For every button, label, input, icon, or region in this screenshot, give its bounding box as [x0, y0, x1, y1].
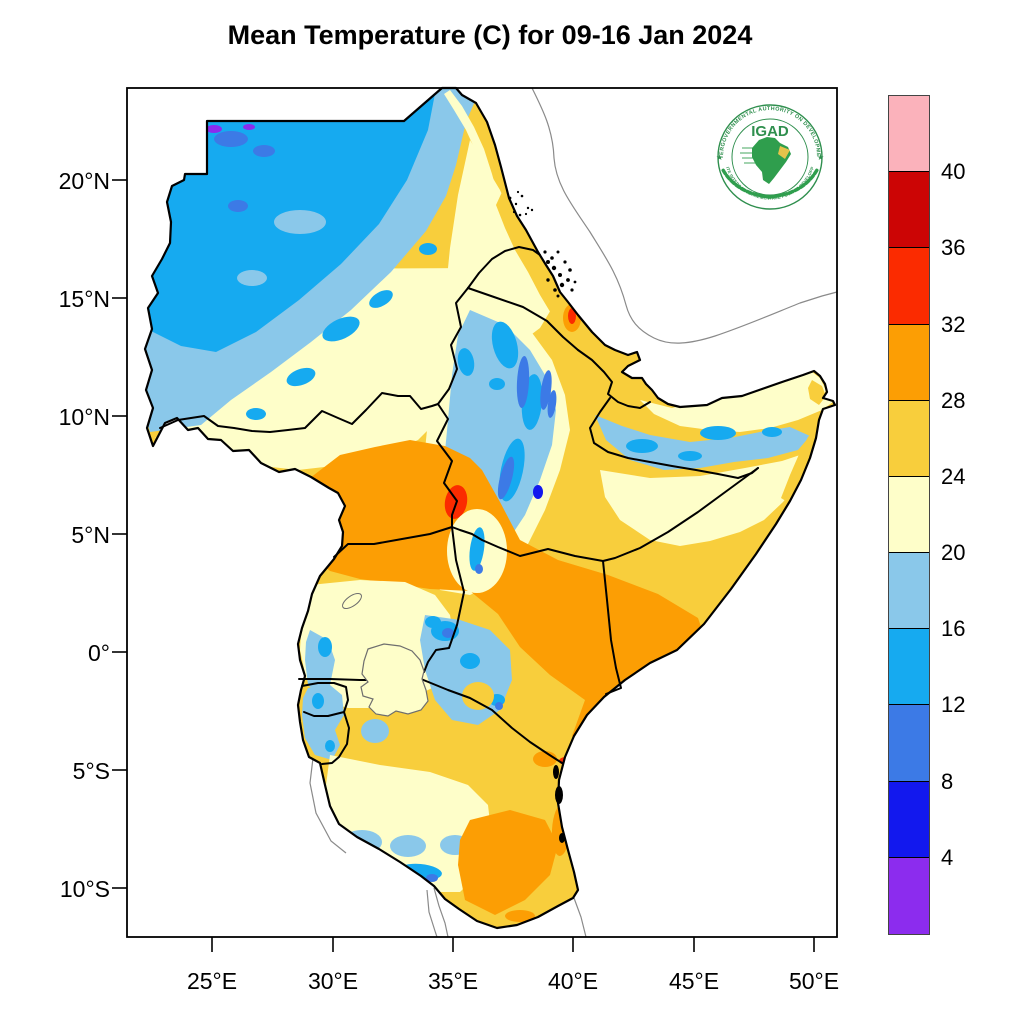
lat-tick-label: 0°	[88, 640, 110, 666]
axis-ticks	[112, 179, 815, 952]
colorbar-tick-label: 12	[941, 692, 966, 718]
colorbar-band	[889, 400, 929, 477]
border-ethiopia-somalia	[602, 467, 759, 562]
mozambique-coastline	[573, 897, 587, 938]
lon-tick-label: 50°E	[788, 968, 840, 994]
region-outline	[143, 86, 837, 930]
border-burundi	[321, 711, 350, 765]
logo-inner-ring	[731, 118, 809, 196]
border-sudan-eritrea	[467, 246, 541, 289]
lake-albert-outline	[342, 592, 362, 610]
border-rwanda	[301, 682, 349, 717]
colorbar-band	[889, 781, 929, 858]
lon-tick-label: 30°E	[307, 968, 359, 994]
lat-tick-label: 5°S	[72, 758, 110, 784]
lat-tick-label: 10°S	[59, 876, 110, 902]
colorbar-tick-label: 8	[941, 768, 954, 794]
border-ethiopia-southsudan	[436, 403, 458, 528]
border-sudan-ethiopia	[437, 287, 469, 405]
colorbar-tick-label: 20	[941, 540, 966, 566]
lon-tick-label: 35°E	[427, 968, 479, 994]
colorbar-band	[889, 629, 929, 706]
lake-victoria-outline	[360, 643, 429, 717]
border-sudan-southsudan	[159, 392, 439, 433]
border-uganda-kenya	[423, 526, 465, 673]
lake-malawi-outline	[426, 887, 449, 938]
border-kenya-somalia	[602, 560, 622, 695]
border-kenya-ethiopia	[451, 526, 604, 562]
lat-tick-label: 5°N	[71, 522, 110, 548]
logo-laurel-wreath	[721, 168, 819, 199]
figure-title: Mean Temperature (C) for 09-16 Jan 2024	[227, 20, 753, 50]
lakes	[342, 592, 429, 717]
colorbar-tick-label: 28	[941, 387, 966, 413]
colorbar-band	[889, 705, 929, 782]
colorbar-band	[889, 324, 929, 401]
logo-star-right: ★	[817, 153, 824, 162]
colorbar-tick-label: 4	[941, 844, 954, 870]
mafia-island	[559, 833, 565, 843]
border-kenya-tanzania	[420, 678, 563, 764]
colorbar-tick-label: 16	[941, 616, 966, 642]
logo-horn-highlight	[778, 146, 790, 159]
arabian-coastline	[531, 87, 838, 344]
colorbar-band	[889, 248, 929, 325]
colorbar-band	[889, 476, 929, 554]
zanzibar-island	[555, 786, 563, 804]
logo-speed-lines	[740, 147, 757, 164]
colorbar-band	[889, 96, 929, 173]
neighbor-outlines	[309, 87, 838, 938]
islands	[508, 190, 577, 843]
lon-tick-label: 40°E	[547, 968, 599, 994]
lat-tick-label: 15°N	[58, 286, 110, 312]
colorbar-band	[889, 172, 929, 249]
colorbar-tick-label: 36	[941, 235, 966, 261]
map-frame	[126, 87, 838, 938]
border-djibouti	[577, 349, 651, 409]
logo-acronym: IGAD	[751, 123, 789, 140]
temperature-colorbar	[888, 95, 930, 935]
pemba-island	[553, 765, 559, 779]
colorbar-band	[889, 857, 929, 934]
lat-tick-label: 20°N	[58, 168, 110, 194]
border-ethiopia-somaliland	[589, 397, 759, 479]
lon-tick-label: 25°E	[186, 968, 238, 994]
colorbar-band	[889, 553, 929, 630]
colorbar-tick-label: 24	[941, 463, 966, 489]
border-southsudan-uganda-kenya	[333, 526, 453, 558]
colorbar-tick-label: 32	[941, 311, 966, 337]
drc-border-line	[309, 757, 347, 854]
lat-tick-label: 10°N	[58, 404, 110, 430]
border-eritrea-ethiopia	[467, 287, 579, 351]
lon-tick-label: 45°E	[668, 968, 720, 994]
colorbar-tick-label: 40	[941, 159, 966, 185]
logo-star-left: ★	[716, 153, 723, 162]
